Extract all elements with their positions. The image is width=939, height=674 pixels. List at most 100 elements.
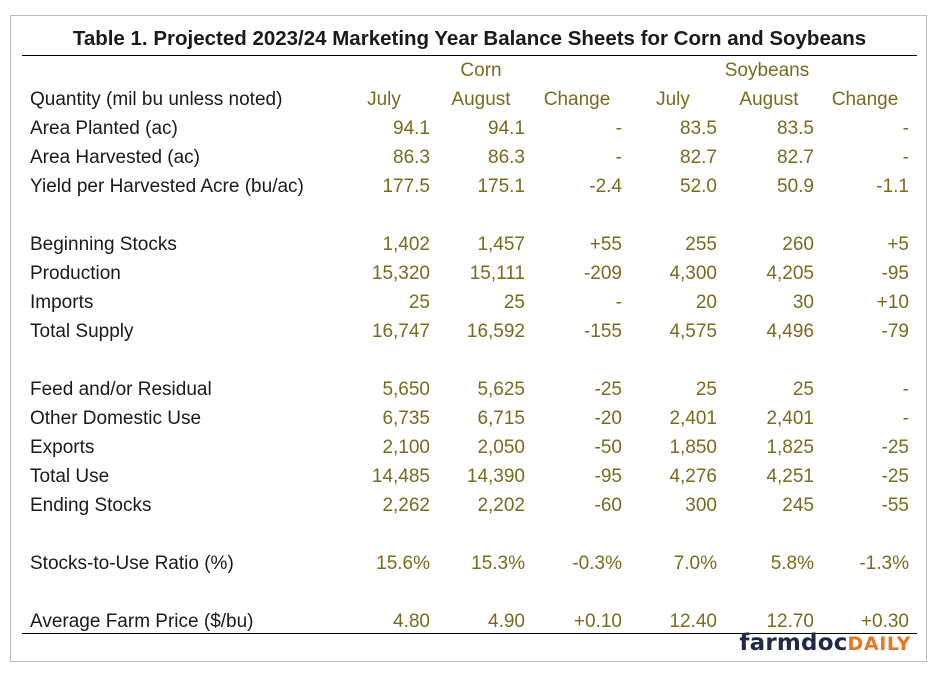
row-value: 25 xyxy=(695,379,717,400)
row-value: 2,202 xyxy=(477,495,525,516)
row-value: 14,390 xyxy=(466,466,525,487)
row-value: 6,735 xyxy=(382,408,430,429)
row-label: Area Planted (ac) xyxy=(30,118,178,139)
row-label: Yield per Harvested Acre (bu/ac) xyxy=(30,176,304,197)
row-value: 82.7 xyxy=(680,147,717,168)
column-header-5: Change xyxy=(831,89,899,110)
row-value: 2,050 xyxy=(477,437,525,458)
row-value: 1,850 xyxy=(669,437,717,458)
title-rule xyxy=(22,55,917,56)
row-value: - xyxy=(615,292,622,313)
row-value: 12.40 xyxy=(669,611,717,632)
row-value: 245 xyxy=(782,495,814,516)
row-value: - xyxy=(615,118,622,139)
row-value: - xyxy=(902,408,909,429)
row-value: -25 xyxy=(594,379,622,400)
corn-group-header: Corn xyxy=(460,60,502,81)
row-value: 1,457 xyxy=(477,234,525,255)
row-value: +55 xyxy=(589,234,622,255)
logo-farmdoc-text: farmdoc xyxy=(739,630,848,656)
row-value: 86.3 xyxy=(393,147,430,168)
row-value: 4,300 xyxy=(669,263,717,284)
row-value: 4,496 xyxy=(766,321,814,342)
bottom-rule xyxy=(22,633,917,634)
column-header-1: August xyxy=(451,89,511,110)
row-value: 7.0% xyxy=(673,553,717,574)
row-value: 25 xyxy=(408,292,430,313)
row-label: Beginning Stocks xyxy=(30,234,177,255)
row-value: -79 xyxy=(881,321,909,342)
table-title: Table 1. Projected 2023/24 Marketing Yea… xyxy=(72,27,867,50)
row-value: -95 xyxy=(594,466,622,487)
row-value: 2,100 xyxy=(382,437,430,458)
row-value: 15,320 xyxy=(371,263,430,284)
farmdoc-daily-logo: farmdocDAILY xyxy=(739,630,911,656)
row-value: 255 xyxy=(685,234,717,255)
column-header-0: July xyxy=(367,89,401,110)
row-value: 5,625 xyxy=(477,379,525,400)
row-value: +5 xyxy=(887,234,909,255)
row-value: 6,715 xyxy=(477,408,525,429)
row-label: Imports xyxy=(30,292,94,313)
row-label: Feed and/or Residual xyxy=(30,379,212,400)
row-value: 260 xyxy=(782,234,814,255)
row-value: -25 xyxy=(881,437,909,458)
row-label: Production xyxy=(30,263,121,284)
row-value: -155 xyxy=(583,321,622,342)
row-label: Total Use xyxy=(30,466,110,487)
row-value: 86.3 xyxy=(488,147,525,168)
row-value: -95 xyxy=(881,263,909,284)
row-label: Stocks-to-Use Ratio (%) xyxy=(30,553,234,574)
row-value: 175.1 xyxy=(477,176,525,197)
row-label: Area Harvested (ac) xyxy=(30,147,201,168)
row-value: +10 xyxy=(876,292,909,313)
row-value: 4,276 xyxy=(669,466,717,487)
row-value: 16,747 xyxy=(371,321,430,342)
row-value: 14,485 xyxy=(371,466,430,487)
row-value: -2.4 xyxy=(589,176,622,197)
row-value: 25 xyxy=(503,292,525,313)
row-value: -55 xyxy=(881,495,909,516)
row-value: -20 xyxy=(594,408,622,429)
row-value: 94.1 xyxy=(393,118,430,139)
row-value: 15.3% xyxy=(471,553,525,574)
row-value: - xyxy=(902,118,909,139)
row-value: -1.3% xyxy=(859,553,909,574)
row-value: 4.90 xyxy=(488,611,525,632)
row-value: +0.30 xyxy=(860,611,909,632)
row-value: 1,402 xyxy=(382,234,430,255)
column-header-3: July xyxy=(656,89,690,110)
logo-daily-text: DAILY xyxy=(847,633,911,655)
row-value: 1,825 xyxy=(766,437,814,458)
row-value: 50.9 xyxy=(777,176,814,197)
row-value: 177.5 xyxy=(382,176,430,197)
soybeans-group-header: Soybeans xyxy=(724,60,810,81)
table-frame xyxy=(10,15,927,662)
row-value: -1.1 xyxy=(876,176,909,197)
row-value: 4.80 xyxy=(393,611,430,632)
row-value: 16,592 xyxy=(466,321,525,342)
row-value: 4,205 xyxy=(766,263,814,284)
row-value: 300 xyxy=(685,495,717,516)
row-value: 52.0 xyxy=(680,176,717,197)
row-value: 4,575 xyxy=(669,321,717,342)
row-label: Exports xyxy=(30,437,95,458)
row-value: 20 xyxy=(695,292,717,313)
row-value: 2,262 xyxy=(382,495,430,516)
row-value: 5,650 xyxy=(382,379,430,400)
row-value: - xyxy=(902,147,909,168)
quantity-header: Quantity (mil bu unless noted) xyxy=(30,89,283,110)
row-value: - xyxy=(902,379,909,400)
row-value: -0.3% xyxy=(572,553,622,574)
row-value: -60 xyxy=(594,495,622,516)
row-value: 4,251 xyxy=(766,466,814,487)
row-value: 25 xyxy=(792,379,814,400)
row-value: 5.8% xyxy=(770,553,814,574)
row-value: 83.5 xyxy=(777,118,814,139)
row-value: +0.10 xyxy=(573,611,622,632)
row-label: Average Farm Price ($/bu) xyxy=(30,611,254,632)
row-label: Ending Stocks xyxy=(30,495,152,516)
row-value: -50 xyxy=(594,437,622,458)
row-value: 83.5 xyxy=(680,118,717,139)
row-value: 94.1 xyxy=(488,118,525,139)
